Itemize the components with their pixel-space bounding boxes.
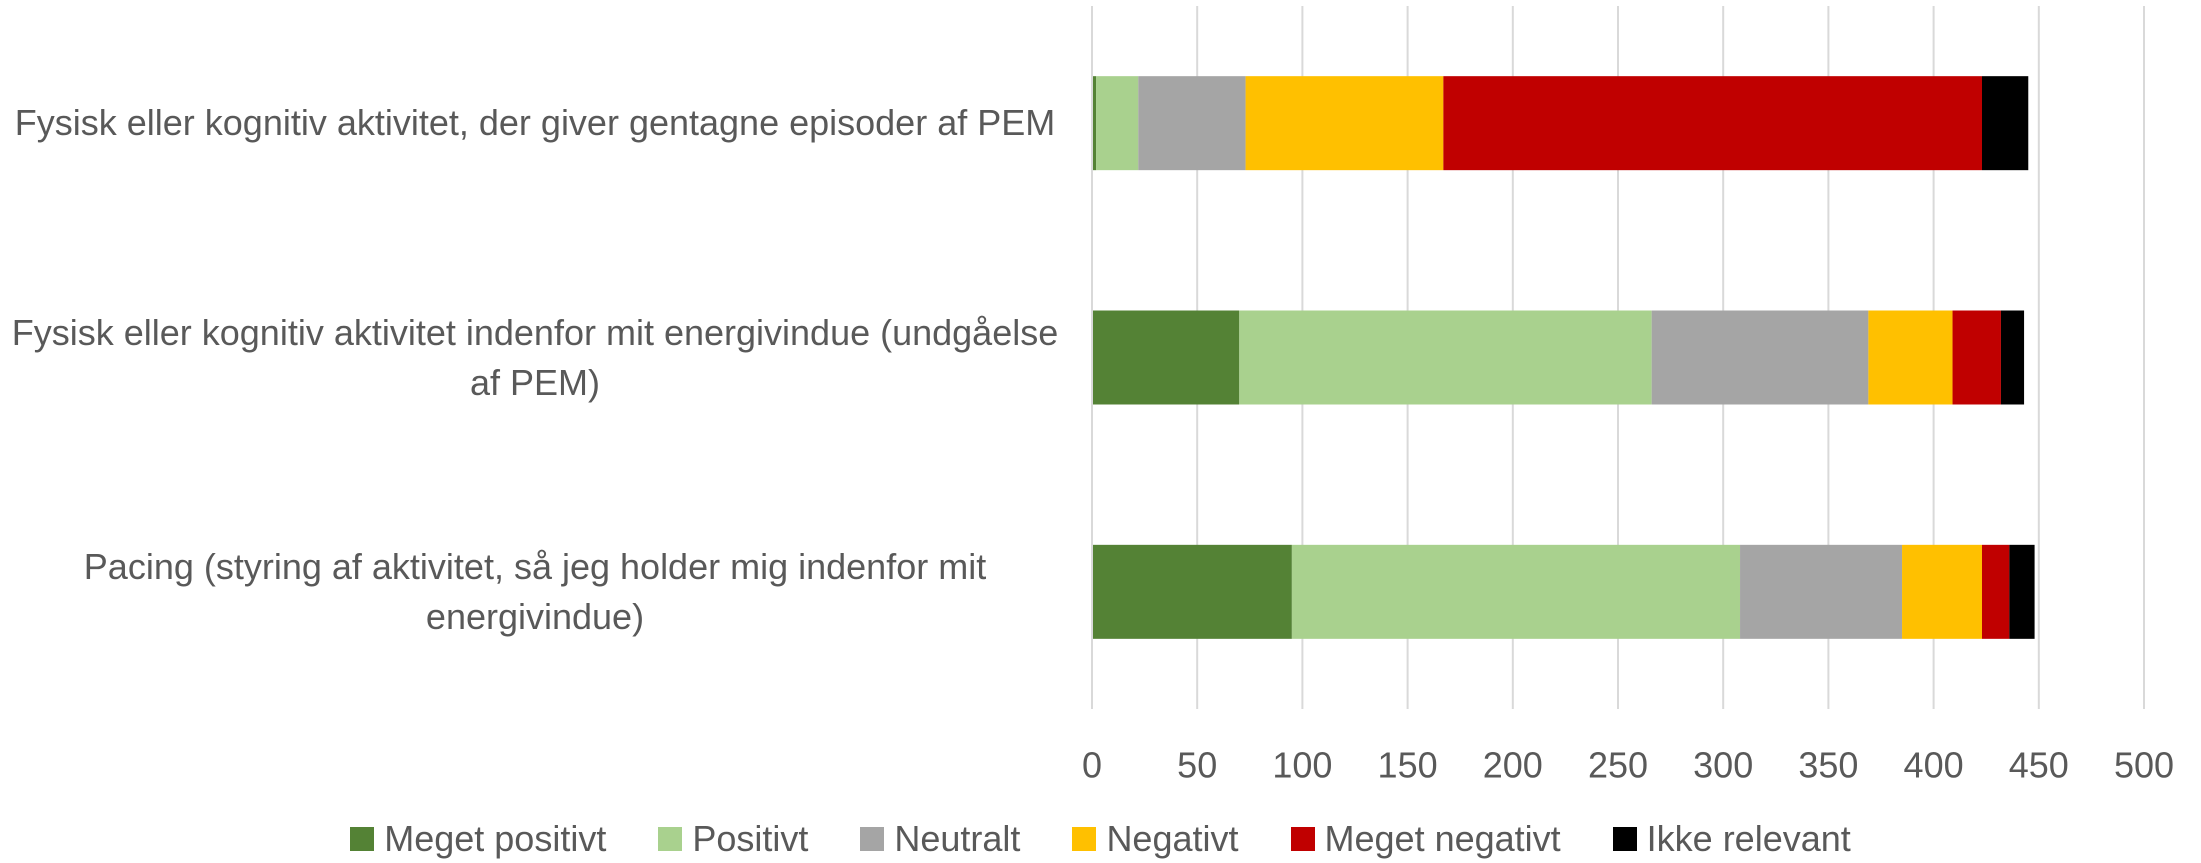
legend-swatch: [1612, 827, 1637, 851]
legend-item: Positivt: [658, 818, 808, 860]
x-tick-label: 300: [1693, 745, 1753, 786]
bar-segment: [1092, 544, 1292, 639]
x-tick-label: 150: [1378, 745, 1438, 786]
legend-label: Meget negativt: [1324, 818, 1561, 859]
bar-segment: [1239, 310, 1652, 405]
bar-segment: [1291, 544, 1741, 639]
x-tick-label: 400: [1904, 745, 1964, 786]
category-label: Pacing (styring af aktivitet, så jeg hol…: [83, 545, 987, 637]
legend-swatch: [860, 827, 885, 851]
legend-label: Positivt: [692, 818, 809, 859]
category-label: Fysisk eller kognitiv aktivitet indenfor…: [11, 311, 1059, 403]
legend-swatch: [658, 827, 683, 851]
bar-segment: [1981, 544, 2010, 639]
x-tick-label: 0: [1082, 745, 1102, 786]
bar-segment: [1651, 310, 1869, 405]
legend-swatch: [1072, 827, 1097, 851]
bar-segment: [1138, 76, 1246, 171]
bar-segment: [1092, 310, 1240, 405]
legend-label: Neutralt: [894, 818, 1021, 859]
legend-item: Ikke relevant: [1612, 818, 1851, 860]
x-tick-label: 450: [2009, 745, 2069, 786]
bar-segment: [1952, 310, 2001, 405]
legend-item: Negativt: [1072, 818, 1239, 860]
bar-segment: [2000, 310, 2025, 405]
legend-label: Negativt: [1106, 818, 1239, 859]
legend-swatch: [350, 827, 375, 851]
x-tick-label: 350: [1798, 745, 1858, 786]
x-tick-label: 100: [1272, 745, 1332, 786]
bar-segment: [1092, 76, 1097, 171]
x-tick-label: 200: [1483, 745, 1543, 786]
bar-segment: [1096, 76, 1139, 171]
legend-item: Neutralt: [860, 818, 1020, 860]
bar-segment: [1740, 544, 1903, 639]
legend-item: Meget positivt: [350, 818, 606, 860]
x-tick-label: 50: [1177, 745, 1217, 786]
x-tick-label: 500: [2114, 745, 2174, 786]
bar-segment: [1902, 544, 1982, 639]
legend: Meget positivt Positivt Neutralt Negativt Me…: [0, 818, 2201, 860]
legend-item: Meget negativt: [1290, 818, 1561, 860]
legend-label: Meget positivt: [384, 818, 607, 859]
bar-segment: [1443, 76, 1982, 171]
bar-segment: [2009, 544, 2035, 639]
bar-segment: [1245, 76, 1444, 171]
bar-segment: [1981, 76, 2029, 171]
x-tick-label: 250: [1588, 745, 1648, 786]
legend-label: Ikke relevant: [1646, 818, 1851, 859]
legend-swatch: [1290, 827, 1315, 851]
bar-segment: [1868, 310, 1953, 405]
category-label: Fysisk eller kognitiv aktivitet, der giv…: [14, 102, 1056, 144]
